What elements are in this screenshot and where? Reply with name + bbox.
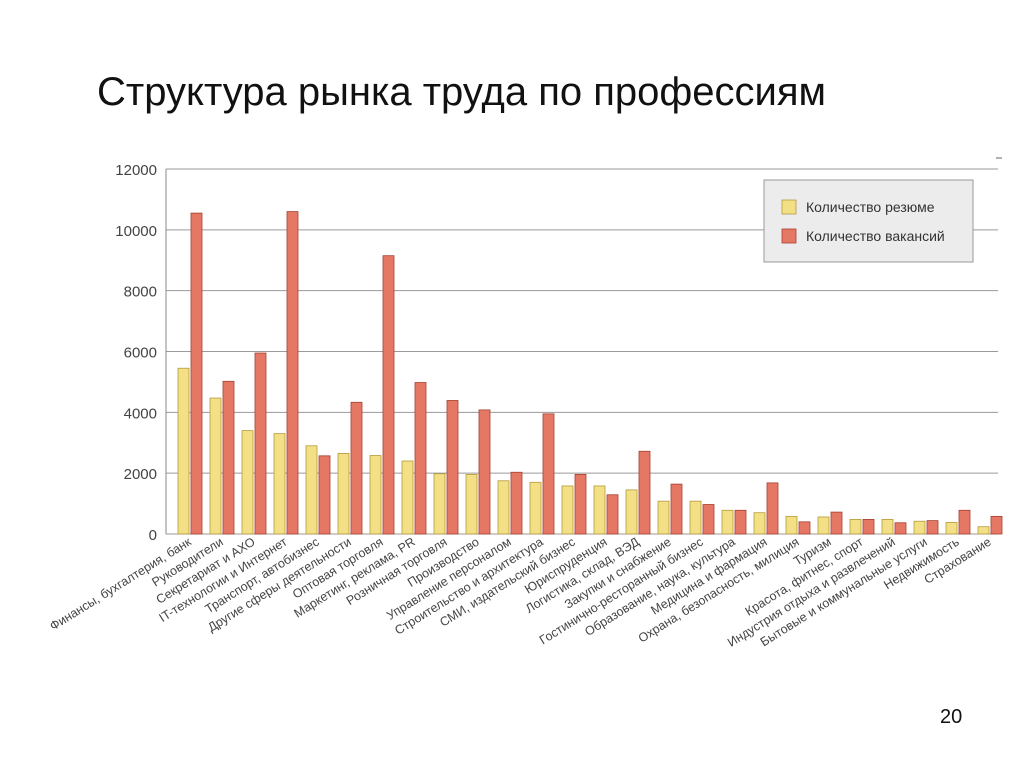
vacancy-bar [574,473,587,535]
resume-bar [849,519,862,535]
resume-bar [241,430,254,535]
legend-swatch [781,228,797,244]
legend: Количество резюме Количество вакансий [763,179,974,263]
y-tick-label: 6000 [124,345,157,362]
resume-bar [177,367,190,535]
y-tick-label: 0 [149,527,157,544]
page-number: 20 [940,706,963,728]
bars [177,211,1003,535]
vacancy-bar [638,450,651,535]
resume-bar [753,512,766,535]
resume-bar [625,489,638,535]
vacancy-bar [510,471,523,535]
legend-label: Количество вакансий [806,228,945,244]
resume-bar [369,455,382,535]
vacancy-bar [926,520,939,535]
vacancy-bar [382,255,395,535]
vacancy-bar [958,509,971,535]
y-tick-label: 2000 [124,466,157,483]
vacancy-bar [798,521,811,535]
vacancy-bar [734,509,747,535]
slide-title: Структура рынка труда по профессиям [97,70,827,114]
vacancy-bar [414,382,427,535]
vacancy-bar [862,519,875,535]
resume-bar [305,445,318,535]
x-category-labels: Финансы, бухгалтерия, банкРуководителиСе… [47,534,993,649]
vacancy-bar [830,511,843,535]
vacancy-bar [990,515,1003,535]
resume-bar [881,519,894,535]
resume-bar [209,397,222,535]
resume-bar [433,473,446,535]
vacancy-bar [702,504,715,535]
resume-bar [817,516,830,535]
y-tick-label: 4000 [124,405,157,422]
resume-bar [945,522,958,535]
vacancy-bar [350,401,363,535]
legend-swatch [781,199,797,215]
vacancy-bar [254,352,267,535]
y-tick-label: 12000 [115,162,157,179]
vacancy-bar [606,494,619,535]
vacancy-bar [542,413,555,535]
vacancy-bar [190,212,203,535]
vacancy-bar [222,380,235,535]
y-tick-label: 8000 [124,284,157,301]
resume-bar [913,520,926,535]
resume-bar [721,509,734,535]
resume-bar [561,485,574,535]
resume-bar [785,515,798,535]
resume-bar [273,433,286,535]
resume-bar [529,481,542,535]
resume-bar [977,526,990,535]
resume-bar [593,485,606,535]
vacancy-bar [286,211,299,535]
vacancy-bar [446,400,459,535]
vacancy-bar [478,409,491,535]
resume-bar [689,500,702,535]
legend-label: Количество резюме [806,199,935,215]
resume-bar [337,452,350,535]
y-tick-labels: 0 2000 4000 6000 8000 10000 12000 [115,162,157,544]
vacancy-bar [670,483,683,535]
resume-bar [657,500,670,535]
legend-box [763,179,974,263]
vacancy-bar [318,455,331,535]
resume-bar [465,473,478,535]
resume-bar [497,480,510,535]
vacancy-bar [894,522,907,535]
resume-bar [401,460,414,535]
y-tick-label: 10000 [115,223,157,240]
vacancy-bar [766,482,779,535]
